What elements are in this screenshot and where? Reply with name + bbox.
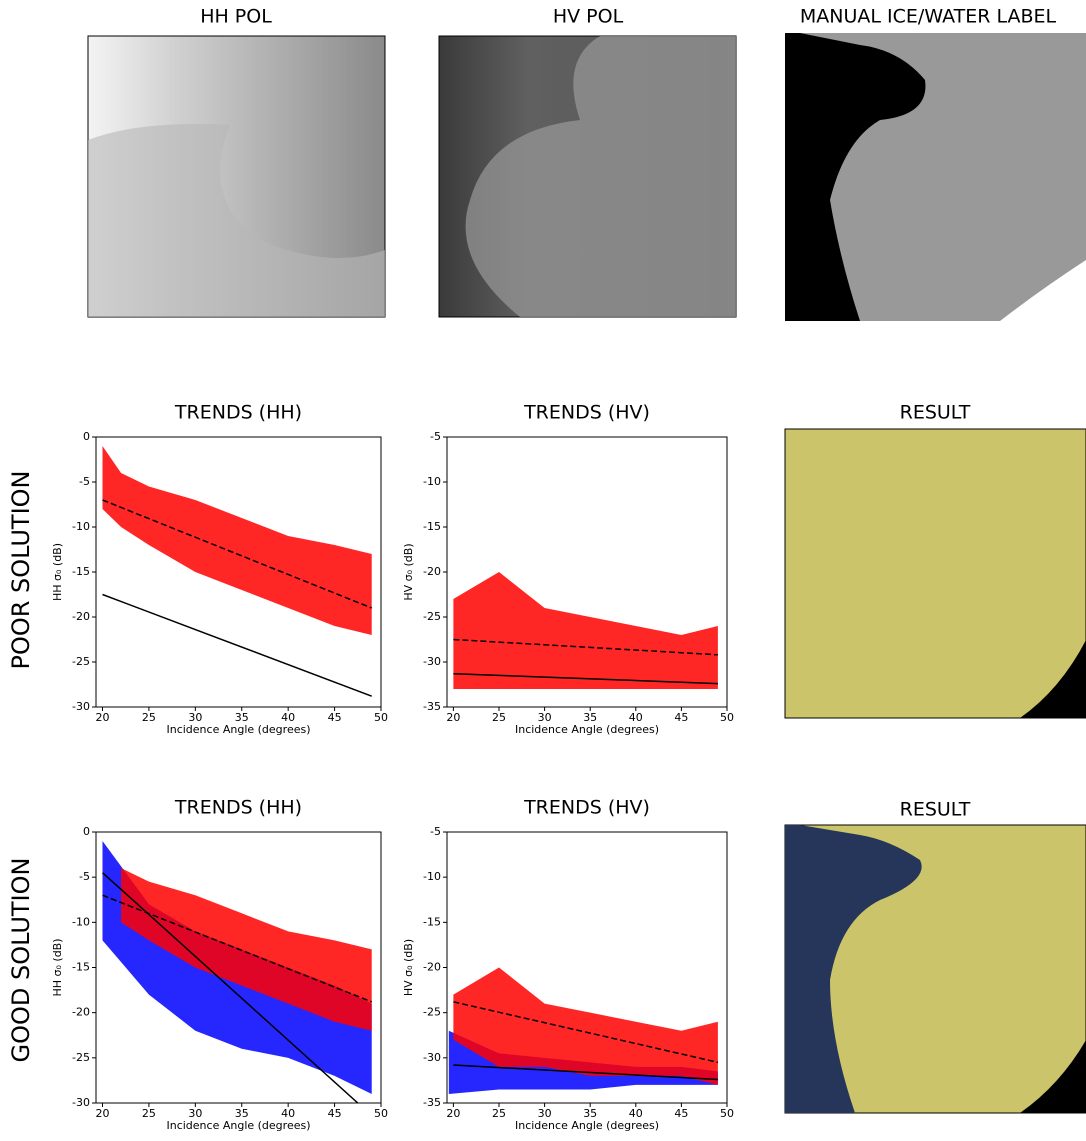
trend-line	[102, 593, 372, 697]
y-tick-label: -30	[423, 655, 441, 668]
y-tick-label: 0	[83, 825, 90, 838]
y-tick-label: -15	[423, 520, 441, 533]
x-tick-label: 40	[281, 711, 295, 724]
x-tick-label: 35	[583, 1107, 597, 1120]
trend-line	[102, 499, 372, 609]
y-tick-label: -15	[72, 961, 90, 974]
scatter-cloud	[121, 868, 372, 1031]
y-axis-label: HH σ₀ (dB)	[51, 543, 64, 601]
image-title: MANUAL ICE/WATER LABEL	[800, 6, 1057, 28]
label-white	[1000, 260, 1086, 321]
x-tick-label: 45	[674, 711, 688, 724]
scatter-cloud	[102, 446, 372, 635]
x-tick-label: 45	[328, 1107, 342, 1120]
y-tick-label: -20	[423, 961, 441, 974]
y-tick-label: -10	[72, 915, 90, 928]
y-tick-label: -25	[423, 610, 441, 623]
chart-title: TRENDS (HH)	[174, 402, 302, 424]
y-tick-label: -20	[423, 565, 441, 578]
x-tick-label: 30	[538, 1107, 552, 1120]
x-axis-label: Incidence Angle (degrees)	[166, 723, 310, 736]
row-label: GOOD SOLUTION	[7, 858, 35, 1063]
x-axis-label: Incidence Angle (degrees)	[515, 723, 659, 736]
y-tick-label: -5	[430, 430, 441, 443]
y-tick-label: -25	[423, 1006, 441, 1019]
image-title: HV POL	[553, 6, 624, 28]
x-tick-label: 30	[188, 1107, 202, 1120]
scatter-cloud	[453, 967, 718, 1085]
x-tick-label: 20	[446, 711, 460, 724]
y-axis-label: HV σ₀ (dB)	[402, 939, 415, 996]
x-tick-label: 40	[629, 1107, 643, 1120]
y-tick-label: -30	[72, 1096, 90, 1109]
result-land	[1020, 640, 1086, 718]
trend-line	[101, 872, 359, 1103]
trend-line	[453, 638, 718, 656]
chart-title: TRENDS (HV)	[523, 402, 650, 424]
x-tick-label: 25	[142, 711, 156, 724]
result-land	[1020, 1040, 1086, 1113]
y-tick-label: -35	[423, 700, 441, 713]
x-tick-label: 30	[538, 711, 552, 724]
hv-ice	[465, 36, 736, 317]
y-tick-label: -10	[423, 870, 441, 883]
x-tick-label: 25	[492, 711, 506, 724]
x-tick-label: 20	[95, 1107, 109, 1120]
x-tick-label: 40	[281, 1107, 295, 1120]
y-tick-label: -15	[423, 915, 441, 928]
y-tick-label: -5	[79, 870, 90, 883]
x-tick-label: 50	[374, 1107, 388, 1120]
y-tick-label: -20	[72, 610, 90, 623]
y-axis-label: HV σ₀ (dB)	[402, 543, 415, 600]
x-tick-label: 25	[142, 1107, 156, 1120]
x-tick-label: 50	[720, 1107, 734, 1120]
hh-ice	[88, 124, 385, 317]
x-axis-label: Incidence Angle (degrees)	[166, 1119, 310, 1132]
chart-title: TRENDS (HV)	[523, 797, 650, 819]
image-title: RESULT	[900, 402, 971, 424]
x-tick-label: 45	[674, 1107, 688, 1120]
y-tick-label: -25	[72, 1051, 90, 1064]
x-tick-label: 20	[446, 1107, 460, 1120]
x-tick-label: 35	[235, 1107, 249, 1120]
row-label: POOR SOLUTION	[7, 470, 35, 669]
chart-title: TRENDS (HH)	[174, 797, 302, 819]
y-tick-label: -5	[430, 825, 441, 838]
x-tick-label: 20	[95, 711, 109, 724]
y-axis-label: HH σ₀ (dB)	[51, 938, 64, 996]
result-image	[784, 428, 1086, 719]
y-tick-label: -10	[423, 475, 441, 488]
x-tick-label: 50	[374, 711, 388, 724]
y-tick-label: 0	[83, 430, 90, 443]
x-tick-label: 35	[583, 711, 597, 724]
result-water	[785, 825, 922, 1113]
y-tick-label: -20	[72, 1006, 90, 1019]
y-tick-label: -15	[72, 565, 90, 578]
x-axis-label: Incidence Angle (degrees)	[515, 1119, 659, 1132]
x-tick-label: 30	[188, 711, 202, 724]
y-tick-label: -5	[79, 475, 90, 488]
x-tick-label: 45	[328, 711, 342, 724]
trend-line	[453, 672, 718, 685]
x-tick-label: 25	[492, 1107, 506, 1120]
y-tick-label: -10	[72, 520, 90, 533]
x-tick-label: 40	[629, 711, 643, 724]
y-tick-label: -30	[72, 700, 90, 713]
x-tick-label: 50	[720, 711, 734, 724]
image-title: RESULT	[900, 799, 971, 821]
y-tick-label: -25	[72, 655, 90, 668]
y-tick-label: -35	[423, 1096, 441, 1109]
trend-line	[453, 1001, 719, 1064]
x-tick-label: 35	[235, 711, 249, 724]
label-water	[785, 33, 926, 321]
image-title: HH POL	[200, 6, 272, 28]
scatter-cloud	[453, 572, 718, 689]
y-tick-label: -30	[423, 1051, 441, 1064]
trend-line	[453, 1064, 718, 1081]
